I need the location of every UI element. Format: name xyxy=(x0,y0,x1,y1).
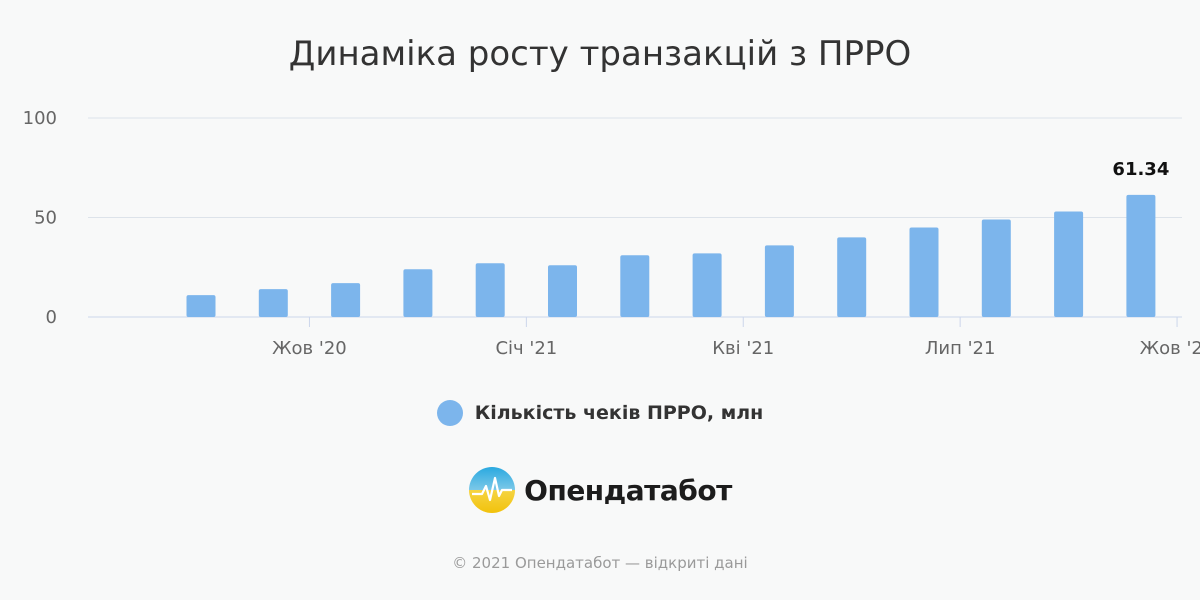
legend[interactable]: Кількість чеків ПРРО, млн xyxy=(0,400,1200,426)
bar-Жов '21 xyxy=(1126,194,1156,317)
bar-Вер '21 xyxy=(1054,211,1084,317)
bar-Кві '21 xyxy=(692,253,722,317)
bar-Гру '20 xyxy=(403,269,433,317)
bar-Лип '21 xyxy=(909,227,939,317)
bar-Вер '20 xyxy=(186,295,216,317)
bar-Чер '21 xyxy=(837,237,867,317)
x-tick-label: Кві '21 xyxy=(712,338,774,359)
opendatabot-logo-icon xyxy=(469,467,516,513)
bar-chart: 0 50 100 Жов '20 Січ '21 Кві '21 Лип '21 Жов '2… xyxy=(23,108,1200,359)
bar-Бер '21 xyxy=(620,255,650,317)
bar-Жов '20 xyxy=(258,289,288,317)
legend-marker xyxy=(436,400,463,426)
y-tick-label: 50 xyxy=(34,208,57,229)
chart-title: Динаміка росту транзакцій з ПРРО xyxy=(288,34,912,74)
x-tick-label: Січ '21 xyxy=(495,338,557,359)
y-tick-label: 100 xyxy=(23,108,57,129)
legend-label: Кількість чеків ПРРО, млн xyxy=(474,402,764,424)
logo-text: Опендатабот xyxy=(524,473,732,507)
logo: Опендатабот xyxy=(0,466,1200,514)
bar-Січ '21 xyxy=(475,263,505,317)
y-tick-label: 0 xyxy=(46,307,57,328)
footer-text: © 2021 Опендатабот — відкриті дані xyxy=(452,554,748,572)
bar-Лис '20 xyxy=(331,283,361,317)
data-label: 61.34 xyxy=(1112,159,1169,180)
bar-Тра '21 xyxy=(764,245,794,317)
bar-Лют '21 xyxy=(548,265,577,317)
x-tick-label: Жов '21 xyxy=(1140,338,1200,359)
bar-Сер '21 xyxy=(981,219,1011,317)
x-tick-label: Лип '21 xyxy=(925,338,996,359)
x-tick-label: Жов '20 xyxy=(272,338,347,359)
